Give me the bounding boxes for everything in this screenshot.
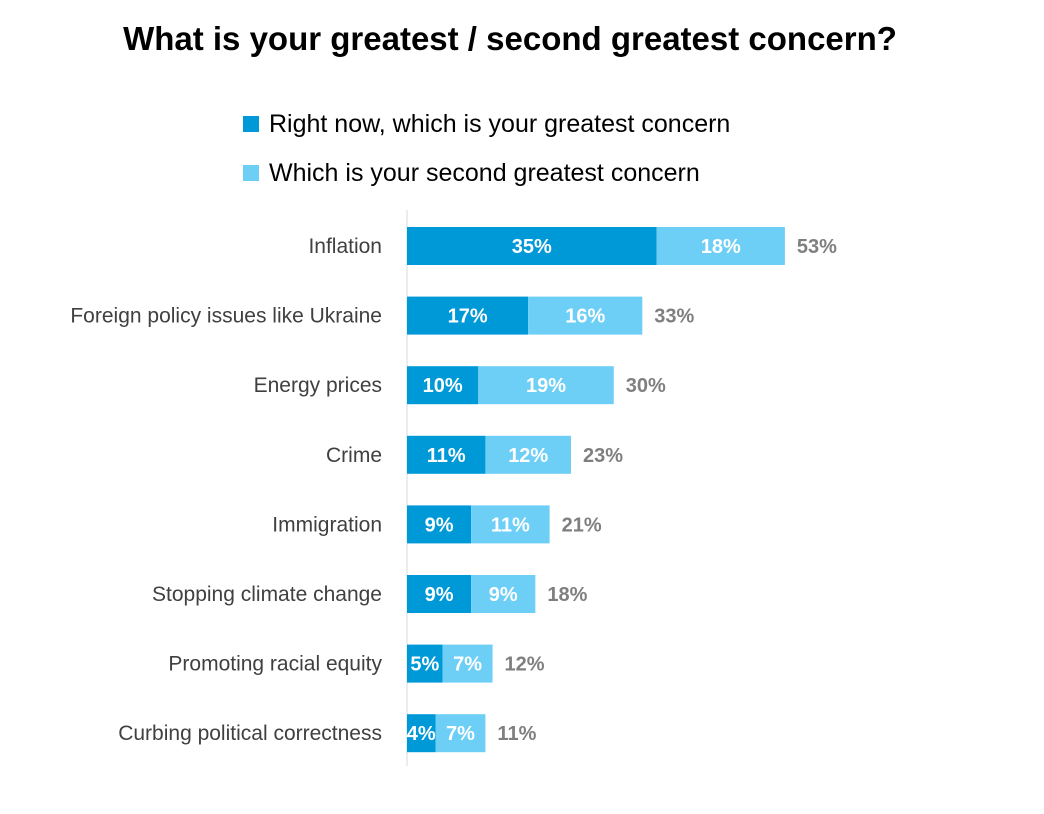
bar-segment bbox=[485, 435, 571, 474]
bar-value-label: 17% bbox=[448, 306, 488, 328]
bar-segment bbox=[471, 575, 536, 613]
bar-segment bbox=[435, 714, 486, 753]
bar-value-label: 11% bbox=[491, 514, 530, 536]
category-label: Inflation bbox=[308, 235, 382, 258]
bar-segment bbox=[528, 296, 643, 335]
bar-value-label: 16% bbox=[565, 306, 605, 328]
category-label: Energy prices bbox=[254, 374, 382, 397]
category-label: Curbing political correctness bbox=[118, 722, 382, 745]
bar-segment bbox=[471, 505, 550, 544]
bar-value-label: 18% bbox=[701, 236, 741, 258]
bar-value-label: 5% bbox=[410, 654, 439, 676]
legend-swatch-greatest bbox=[243, 116, 259, 132]
bar-segment bbox=[407, 714, 436, 753]
bar-value-label: 9% bbox=[425, 584, 454, 606]
bar-segment bbox=[407, 575, 472, 613]
category-label: Foreign policy issues like Ukraine bbox=[70, 305, 382, 328]
bar-value-label: 4% bbox=[407, 723, 436, 745]
bar-segment bbox=[407, 296, 529, 335]
bar-total-label: 11% bbox=[497, 723, 536, 745]
bar-total-label: 12% bbox=[505, 654, 545, 676]
bar-value-label: 19% bbox=[526, 375, 566, 397]
category-label: Promoting racial equity bbox=[168, 653, 382, 676]
bar-segment bbox=[407, 435, 486, 474]
legend-item-greatest: Right now, which is your greatest concer… bbox=[243, 109, 730, 139]
category-label: Crime bbox=[326, 444, 382, 467]
legend-label-second: Which is your second greatest concern bbox=[269, 158, 700, 187]
bar-value-label: 9% bbox=[425, 514, 454, 536]
bar-total-label: 18% bbox=[547, 584, 587, 606]
bar-value-label: 11% bbox=[427, 445, 466, 467]
bar-total-label: 21% bbox=[562, 514, 602, 536]
chart-title: What is your greatest / second greatest … bbox=[123, 20, 897, 57]
bar-segment bbox=[407, 227, 657, 265]
bar-value-label: 35% bbox=[512, 236, 552, 258]
legend-swatch-second bbox=[243, 165, 259, 181]
legend-label-greatest: Right now, which is your greatest concer… bbox=[269, 109, 731, 138]
legend-item-second: Which is your second greatest concern bbox=[243, 158, 700, 188]
bar-segment bbox=[407, 505, 472, 544]
bar-value-label: 7% bbox=[446, 723, 475, 745]
bar-segment bbox=[656, 227, 785, 265]
bar-total-label: 23% bbox=[583, 445, 623, 467]
bar-total-label: 53% bbox=[797, 236, 837, 258]
bar-value-label: 9% bbox=[489, 584, 518, 606]
bar-segment bbox=[407, 644, 443, 683]
bar-segment bbox=[407, 366, 479, 405]
category-label: Immigration bbox=[272, 513, 382, 536]
bar-segment bbox=[478, 366, 614, 405]
bar-total-label: 30% bbox=[626, 375, 666, 397]
bar-value-label: 12% bbox=[508, 445, 548, 467]
category-label: Stopping climate change bbox=[152, 583, 382, 606]
bar-value-label: 7% bbox=[453, 654, 482, 676]
bar-value-label: 10% bbox=[423, 375, 463, 397]
bar-total-label: 33% bbox=[654, 306, 694, 328]
bar-segment bbox=[442, 644, 493, 683]
